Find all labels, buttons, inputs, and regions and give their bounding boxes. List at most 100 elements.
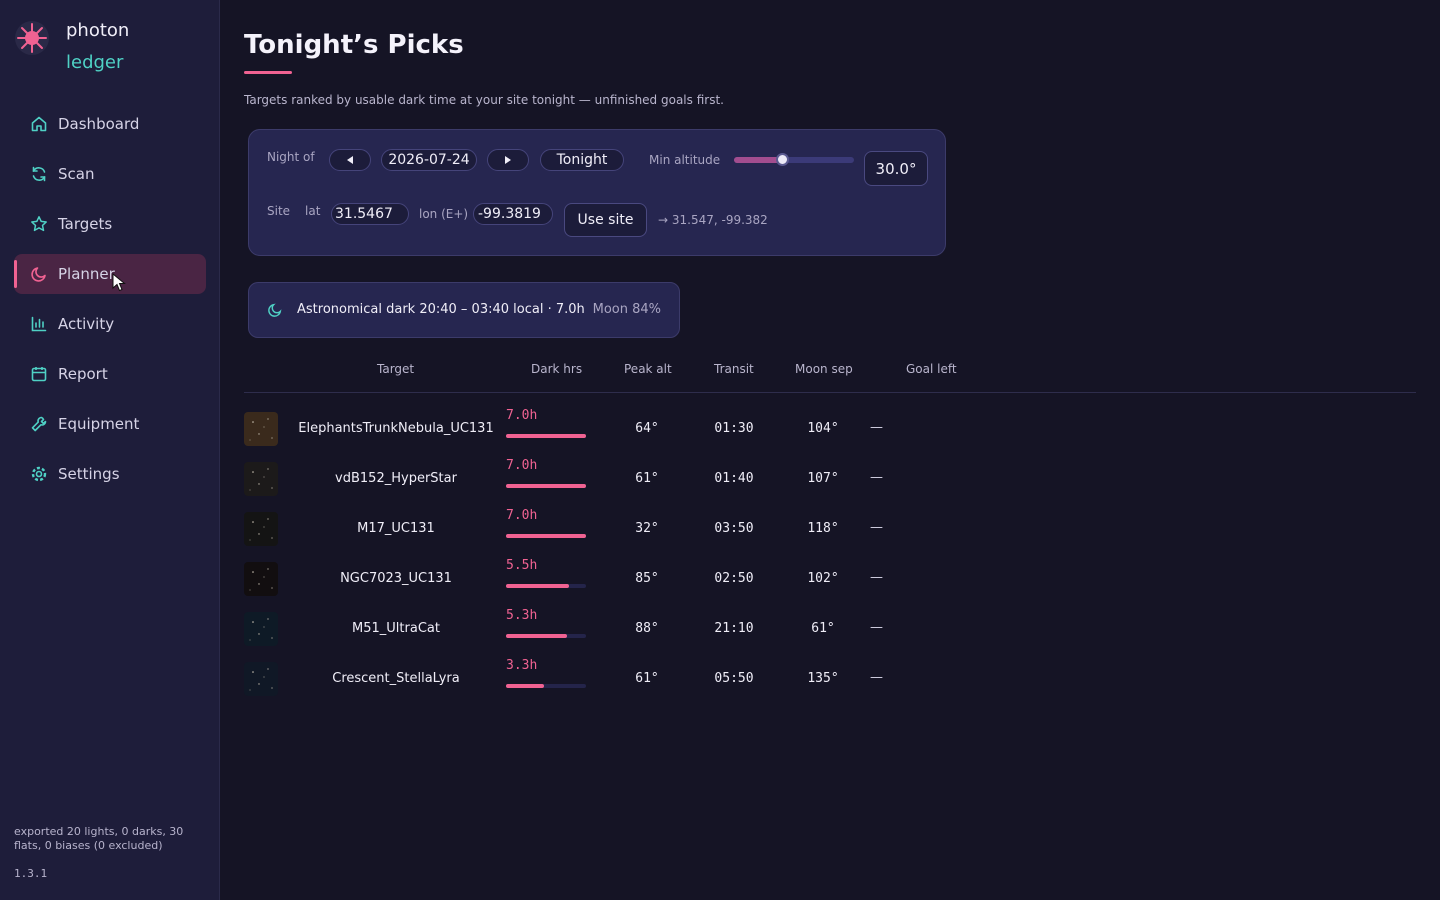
moon-icon — [30, 265, 48, 283]
table-row[interactable]: vdB152_HyperStar 7.0h 61° 01:40 107° — — [244, 458, 1416, 511]
sidebar-item-label: Scan — [58, 165, 95, 183]
slider-thumb[interactable] — [776, 153, 789, 166]
moon-icon — [268, 303, 282, 317]
peak-alt-value: 64° — [635, 421, 659, 436]
target-thumbnail — [244, 662, 278, 696]
main-content: Tonight’s Picks Targets ranked by usable… — [220, 0, 1440, 900]
planner-controls: Night of 2026-07-24 Tonight Min altitude… — [248, 129, 946, 256]
column-header-moon-sep[interactable]: Moon sep — [795, 362, 853, 376]
peak-alt-value: 32° — [635, 521, 659, 536]
app-version: 1.3.1 — [14, 867, 48, 880]
sidebar-item-settings[interactable]: Settings — [14, 454, 206, 494]
dark-hours-bar-fill — [506, 584, 569, 588]
goal-left-value: — — [870, 670, 883, 685]
peak-alt-value: 61° — [635, 471, 659, 486]
target-name[interactable]: Crescent_StellaLyra — [332, 671, 460, 686]
column-header-target[interactable]: Target — [377, 362, 415, 376]
lat-input[interactable]: 31.5467 — [331, 203, 409, 225]
table-row[interactable]: Crescent_StellaLyra 3.3h 61° 05:50 135° … — [244, 658, 1416, 711]
brand-name: photon — [66, 20, 130, 41]
dark-hours-bar — [506, 434, 586, 438]
transit-value: 01:30 — [714, 421, 754, 436]
column-header-dark-hrs[interactable]: Dark hrs — [531, 362, 583, 376]
sidebar-item-equipment[interactable]: Equipment — [14, 404, 206, 444]
dark-hours-value: 7.0h — [506, 408, 538, 423]
target-name[interactable]: NGC7023_UC131 — [340, 571, 452, 586]
target-thumbnail — [244, 412, 278, 446]
moon-sep-value: 107° — [807, 471, 839, 486]
thumbnail-image — [244, 562, 278, 596]
transit-value: 21:10 — [714, 621, 754, 636]
thumbnail-image — [244, 612, 278, 646]
table-header-divider — [244, 392, 1416, 393]
dark-hours-bar-fill — [506, 684, 544, 688]
darkness-summary: Astronomical dark 20:40 – 03:40 local · … — [248, 282, 680, 338]
goal-left-value: — — [870, 420, 883, 435]
dark-hours-bar-fill — [506, 434, 586, 438]
dark-hours-value: 3.3h — [506, 658, 538, 673]
sidebar-item-activity[interactable]: Activity — [14, 304, 206, 344]
min-altitude-slider[interactable] — [734, 153, 854, 166]
table-row[interactable]: M17_UC131 7.0h 32° 03:50 118° — — [244, 508, 1416, 561]
page-title: Tonight’s Picks — [244, 30, 464, 60]
lon-label: lon (E+) — [419, 207, 469, 221]
night-label: Night of — [267, 150, 315, 164]
next-night-button[interactable] — [487, 149, 529, 171]
target-name[interactable]: ElephantsTrunkNebula_UC131 — [298, 421, 494, 436]
peak-alt-value: 85° — [635, 571, 659, 586]
sidebar-item-label: Report — [58, 365, 108, 383]
brand[interactable]: photon ledger — [14, 18, 214, 78]
peak-alt-value: 88° — [635, 621, 659, 636]
page-subtitle: Targets ranked by usable dark time at yo… — [244, 93, 724, 107]
target-name[interactable]: M17_UC131 — [357, 521, 435, 536]
thumbnail-image — [244, 412, 278, 446]
sidebar-item-label: Settings — [58, 465, 120, 483]
target-name[interactable]: vdB152_HyperStar — [335, 471, 457, 486]
tonight-button[interactable]: Tonight — [540, 149, 624, 171]
site-label: Site — [267, 204, 291, 218]
sidebar: photon ledger Dashboard Scan Targets Pla… — [0, 0, 220, 900]
sidebar-item-planner[interactable]: Planner — [14, 254, 206, 294]
bar-chart-icon — [30, 315, 48, 333]
transit-value: 02:50 — [714, 571, 754, 586]
sidebar-item-label: Planner — [58, 265, 115, 283]
dark-hours-bar-fill — [506, 484, 586, 488]
transit-value: 03:50 — [714, 521, 754, 536]
moon-sep-value: 118° — [807, 521, 839, 536]
brand-subname: ledger — [66, 52, 124, 73]
use-site-button[interactable]: Use site — [564, 203, 647, 237]
column-header-transit[interactable]: Transit — [714, 362, 754, 376]
moon-sep-value: 102° — [807, 571, 839, 586]
target-name[interactable]: M51_UltraCat — [352, 621, 440, 636]
sidebar-item-label: Targets — [58, 215, 113, 233]
column-header-peak-alt[interactable]: Peak alt — [624, 362, 672, 376]
table-row[interactable]: M51_UltraCat 5.3h 88° 21:10 61° — — [244, 608, 1416, 661]
dark-hours-bar — [506, 534, 586, 538]
moon-sep-value: 135° — [807, 671, 839, 686]
table-row[interactable]: ElephantsTrunkNebula_UC131 7.0h 64° 01:3… — [244, 408, 1416, 461]
target-thumbnail — [244, 462, 278, 496]
lon-input[interactable]: -99.3819 — [473, 203, 553, 225]
goal-left-value: — — [870, 470, 883, 485]
moon-sep-value: 104° — [807, 421, 839, 436]
goal-left-value: — — [870, 520, 883, 535]
column-header-goal-left[interactable]: Goal left — [906, 362, 957, 376]
gear-icon — [30, 465, 48, 483]
export-status: exported 20 lights, 0 darks, 30 flats, 0… — [14, 825, 184, 852]
thumbnail-image — [244, 662, 278, 696]
prev-night-button[interactable] — [329, 149, 371, 171]
sidebar-item-dashboard[interactable]: Dashboard — [14, 104, 206, 144]
logo-icon — [15, 21, 49, 55]
dark-hours-bar-fill — [506, 634, 567, 638]
refresh-icon — [30, 165, 48, 183]
sidebar-item-label: Dashboard — [58, 115, 140, 133]
home-icon — [30, 115, 48, 133]
sidebar-item-targets[interactable]: Targets — [14, 204, 206, 244]
table-row[interactable]: NGC7023_UC131 5.5h 85° 02:50 102° — — [244, 558, 1416, 611]
sidebar-item-report[interactable]: Report — [14, 354, 206, 394]
target-thumbnail — [244, 612, 278, 646]
target-thumbnail — [244, 562, 278, 596]
min-altitude-value[interactable]: 30.0° — [864, 151, 928, 186]
sidebar-item-scan[interactable]: Scan — [14, 154, 206, 194]
night-date-field[interactable]: 2026-07-24 — [381, 149, 477, 171]
